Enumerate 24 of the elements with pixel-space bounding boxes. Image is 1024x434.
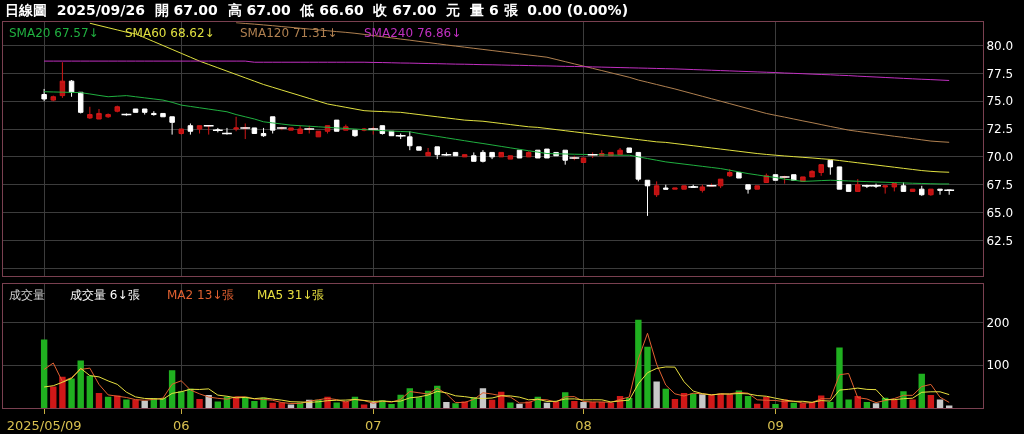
series-label: SMA120 71.31↓: [240, 26, 338, 40]
y-axis-title: 成交量: [9, 288, 45, 302]
y-tick-label: 70.0: [986, 150, 1014, 165]
x-tick-label: 08: [575, 417, 592, 433]
x-tick-label: 09: [767, 417, 784, 433]
chart-title: 日線圖 2025/09/26 開 67.00 高 67.00 低 66.60 收 67.00 元 量 6 張 0.00 (0.00%): [5, 2, 629, 18]
x-tick-label: 06: [172, 417, 190, 433]
y-tick-label: 200: [986, 315, 1010, 330]
y-tick-label: 72.5: [986, 122, 1014, 137]
text: SMA20 67.57↓: [9, 26, 99, 40]
y-tick-label: 80.0: [986, 38, 1014, 53]
y-tick-label: 65.0: [986, 205, 1014, 220]
series-label: SMA240 76.86↓: [364, 26, 462, 40]
y-tick-label: 100: [986, 358, 1010, 373]
annotation: 成交量 6↓張: [70, 288, 140, 302]
y-tick-label: 75.0: [986, 94, 1014, 109]
y-tick-label: 62.5: [986, 233, 1014, 248]
series-label: SMA60 68.62↓: [125, 26, 215, 40]
y-tick-label: 67.5: [986, 177, 1014, 192]
x-tick-label: 2025/05/09: [6, 417, 82, 433]
text: MA5 31↓張: [257, 288, 325, 302]
y-tick-label: 77.5: [986, 66, 1014, 81]
x-tick-label: 07: [364, 417, 382, 433]
text: MA2 13↓張: [167, 288, 235, 302]
